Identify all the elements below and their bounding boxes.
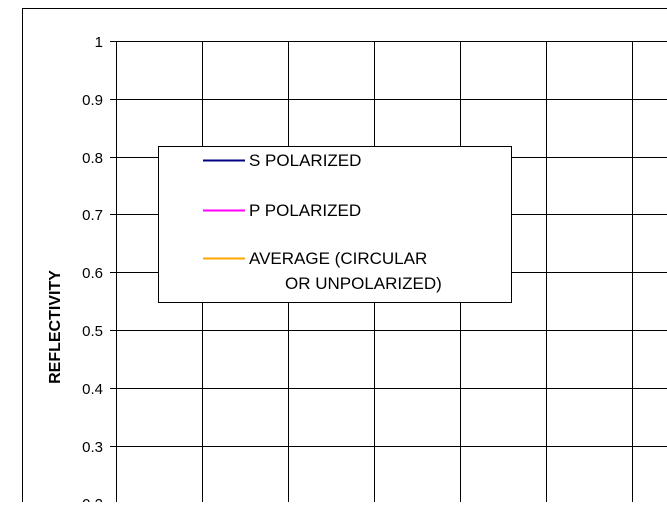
y-tick-label: 0.3 (82, 439, 103, 456)
legend-label-2-line-0: AVERAGE (CIRCULAR (249, 249, 427, 268)
y-tick-label: 0.8 (82, 150, 103, 167)
legend-label-0: S POLARIZED (249, 151, 361, 170)
y-tick-label: 0.6 (82, 265, 103, 282)
legend-label-1: P POLARIZED (249, 201, 361, 220)
y-tick-label: 1 (95, 34, 103, 51)
y-tick-label: 0.2 (82, 496, 103, 502)
y-tick-label: 0.9 (82, 92, 103, 109)
y-axis-label: REFLECTIVITY (47, 270, 64, 384)
legend-label-2-line-1: OR UNPOLARIZED) (285, 274, 442, 293)
legend: S POLARIZED P POLARIZED AVERAGE (CIRCULAR O… (159, 147, 512, 303)
y-tick-label: 0.5 (82, 323, 103, 340)
y-tick-label: 0.4 (82, 381, 103, 398)
y-tick-label: 0.7 (82, 207, 103, 224)
